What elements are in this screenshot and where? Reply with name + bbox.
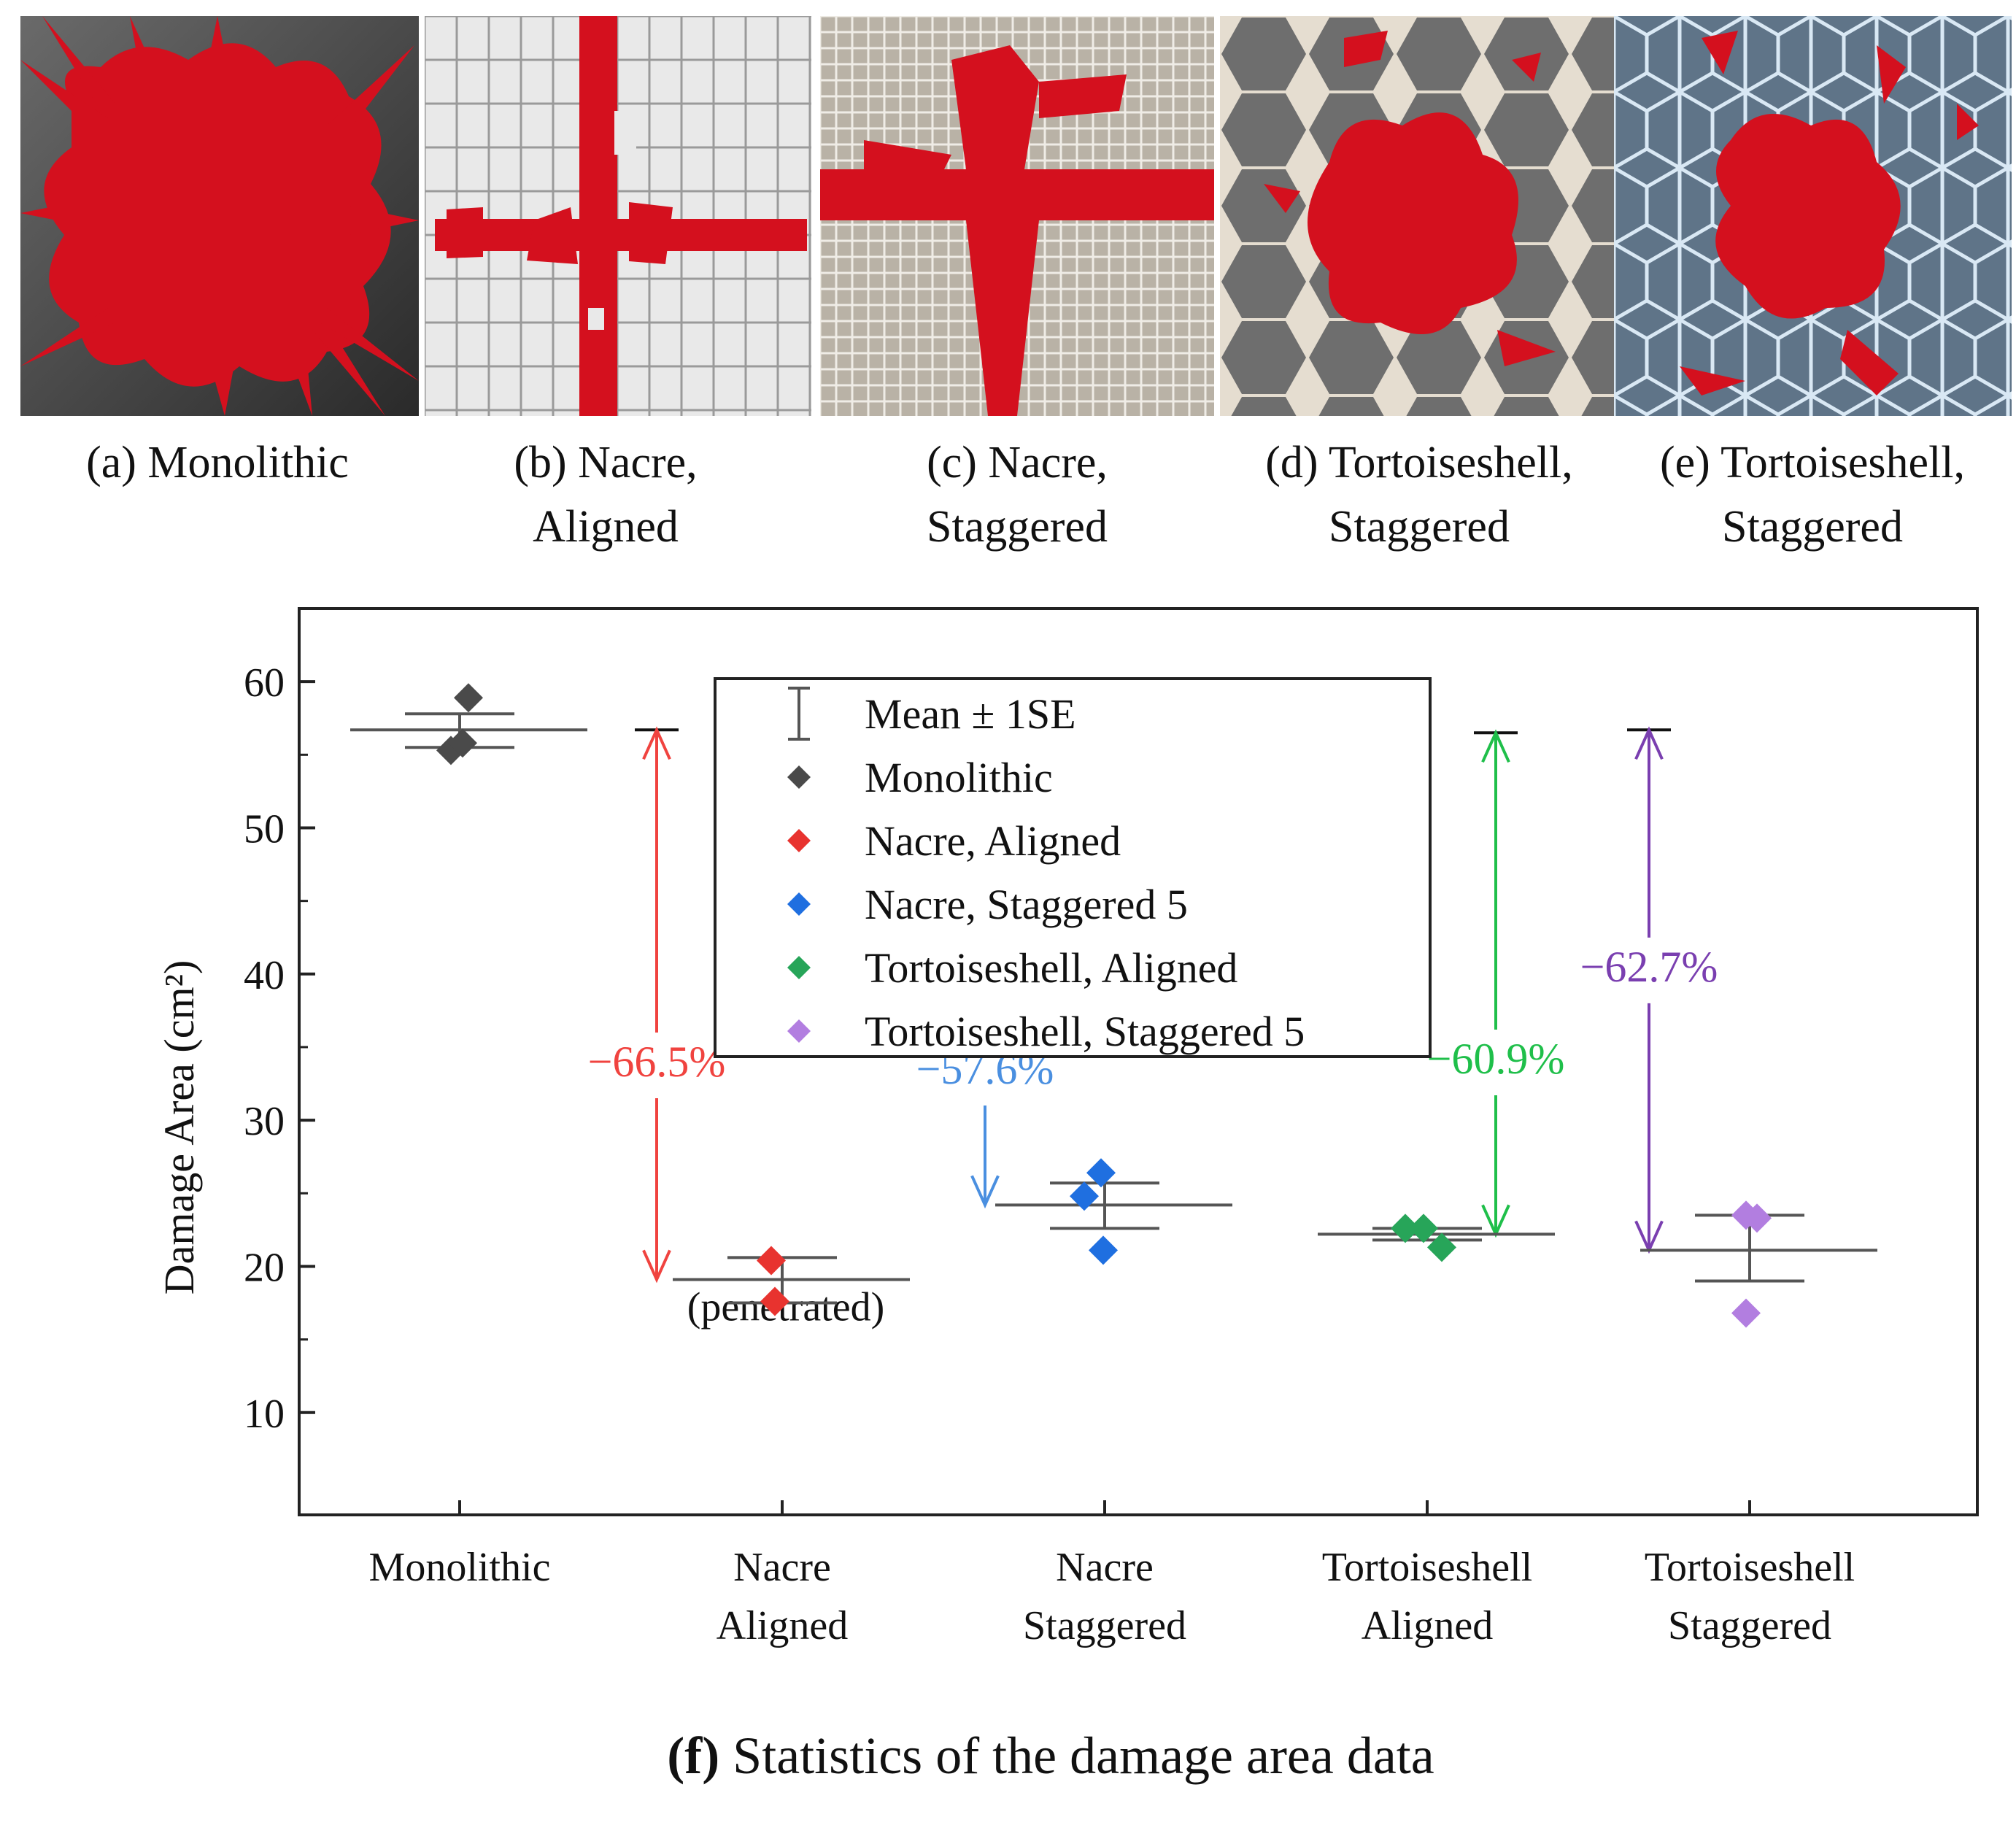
legend: Mean ± 1SE Monolithic Nacre, Aligned Nacre,… bbox=[714, 677, 1432, 1058]
x-tick-label: Nacre bbox=[1056, 1545, 1154, 1590]
damage-region bbox=[20, 16, 419, 416]
legend-box bbox=[714, 677, 1432, 1058]
panel-b-nacre-aligned bbox=[425, 16, 811, 416]
caption-d-line2: Staggered bbox=[1329, 502, 1510, 552]
data-point-diamond bbox=[1409, 1214, 1438, 1243]
x-tick-label: Nacre bbox=[733, 1545, 831, 1590]
y-tick-label: 60 bbox=[244, 660, 285, 706]
legend-marker bbox=[787, 1019, 811, 1043]
panel-c-nacre-staggered bbox=[820, 16, 1214, 416]
damage-region bbox=[1680, 31, 1979, 396]
legend-marker bbox=[787, 892, 811, 916]
reduction-label: −60.9% bbox=[1427, 1035, 1565, 1083]
y-tick-label: 20 bbox=[244, 1245, 285, 1290]
caption-c: (c) Nacre, Staggered bbox=[813, 431, 1221, 559]
caption-bold: (f) bbox=[667, 1726, 719, 1785]
damage-area-chart: 10 20 30 40 50 60 Monolithic Nacre Aligned Nacre… bbox=[155, 607, 1979, 1785]
caption-e: (e) Tortoiseshell, Staggered bbox=[1611, 431, 2014, 559]
legend-marker bbox=[787, 765, 811, 789]
legend-label: Mean ± 1SE bbox=[865, 690, 1076, 738]
panel-d-image bbox=[1220, 16, 1614, 416]
legend-label: Monolithic bbox=[865, 754, 1053, 801]
data-points bbox=[436, 683, 1772, 1328]
penetrated-note: (penetrated) bbox=[687, 1285, 884, 1330]
data-point-diamond bbox=[1089, 1235, 1118, 1265]
panel-e-tortoiseshell-diamond bbox=[1614, 16, 2012, 416]
x-tick-label-line2: Staggered bbox=[1668, 1603, 1831, 1648]
caption-d-line1: (d) Tortoiseshell, bbox=[1265, 438, 1573, 487]
data-point-diamond bbox=[1731, 1298, 1761, 1328]
arrow-head bbox=[642, 1249, 671, 1284]
y-tick-label: 10 bbox=[244, 1392, 285, 1437]
caption-rest: Statistics of the damage area data bbox=[719, 1726, 1434, 1785]
data-point-diamond bbox=[436, 736, 466, 765]
reduction-label: −66.5% bbox=[588, 1038, 726, 1086]
panel-d-tortoiseshell-hex bbox=[1220, 16, 1614, 416]
data-point-diamond bbox=[1427, 1232, 1456, 1262]
data-point-diamond bbox=[454, 683, 483, 713]
y-axis-title: Damage Area (cm²) bbox=[155, 960, 203, 1295]
data-point-diamond bbox=[760, 1286, 789, 1316]
legend-marker bbox=[787, 829, 811, 852]
reduction-label: −62.7% bbox=[1580, 943, 1718, 991]
x-tick-label-line2: Staggered bbox=[1023, 1603, 1186, 1648]
caption-e-line1: (e) Tortoiseshell, bbox=[1659, 438, 1966, 487]
x-tick-label-line2: Aligned bbox=[717, 1603, 848, 1648]
arrow-head bbox=[1481, 729, 1510, 763]
plot-frame bbox=[298, 607, 1979, 1516]
gap-marks bbox=[588, 111, 636, 330]
caption-c-line2: Staggered bbox=[927, 502, 1108, 552]
caption-b: (b) Nacre, Aligned bbox=[409, 431, 803, 559]
arrow-head bbox=[1634, 726, 1664, 760]
caption-c-line1: (c) Nacre, bbox=[927, 438, 1108, 487]
data-point-diamond bbox=[1391, 1214, 1420, 1243]
y-tick-label: 40 bbox=[244, 953, 285, 998]
legend-label: Tortoiseshell, Aligned bbox=[865, 944, 1237, 992]
data-point-diamond bbox=[1070, 1181, 1099, 1211]
data-point-diamond bbox=[1742, 1203, 1772, 1233]
caption-a: (a) Monolithic bbox=[13, 431, 422, 495]
y-tick-label: 30 bbox=[244, 1099, 285, 1144]
x-tick-label: Monolithic bbox=[369, 1545, 551, 1590]
panel-a-image bbox=[20, 16, 419, 416]
panel-b-image bbox=[425, 16, 811, 416]
y-tick-label: 50 bbox=[244, 806, 285, 852]
data-point-diamond bbox=[448, 728, 477, 758]
caption-b-line1: (b) Nacre, bbox=[514, 438, 698, 487]
x-tick-label: Tortoiseshell bbox=[1645, 1545, 1855, 1590]
arrow-head bbox=[970, 1175, 1000, 1209]
x-tick-label: Tortoiseshell bbox=[1322, 1545, 1532, 1590]
caption-a-line1: (a) Monolithic bbox=[86, 438, 349, 487]
panel-e-image bbox=[1614, 16, 2012, 416]
caption-d: (d) Tortoiseshell, Staggered bbox=[1211, 431, 1627, 559]
caption-e-line2: Staggered bbox=[1722, 502, 1903, 552]
data-point-diamond bbox=[1086, 1158, 1116, 1188]
legend-marker bbox=[787, 956, 811, 979]
legend-label: Tortoiseshell, Staggered 5 bbox=[865, 1008, 1305, 1055]
y-axis: 10 20 30 40 50 60 bbox=[244, 660, 315, 1437]
panel-a-monolithic bbox=[20, 16, 419, 416]
legend-label: Nacre, Aligned bbox=[865, 817, 1121, 865]
legend-label: Nacre, Staggered 5 bbox=[865, 881, 1188, 928]
damage-region bbox=[820, 45, 1214, 416]
panel-c-image bbox=[820, 16, 1214, 416]
arrow-head bbox=[642, 726, 671, 760]
x-tick-label-line2: Aligned bbox=[1362, 1603, 1493, 1648]
damage-region bbox=[1264, 31, 1556, 366]
x-axis: Monolithic Nacre Aligned Nacre Staggered Tort… bbox=[369, 1500, 1855, 1648]
figure-caption: (f) Statistics of the damage area data bbox=[667, 1726, 1434, 1785]
data-point-diamond bbox=[757, 1246, 786, 1276]
caption-b-line2: Aligned bbox=[533, 502, 679, 552]
damage-region bbox=[435, 16, 807, 416]
